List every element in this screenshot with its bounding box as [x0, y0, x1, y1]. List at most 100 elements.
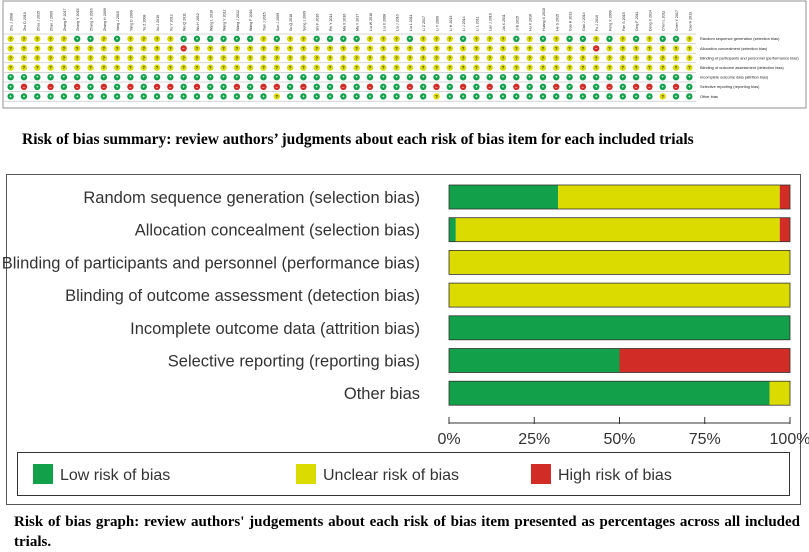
judgment-symbol: ?	[129, 56, 132, 61]
judgment-symbol: ?	[302, 36, 305, 41]
judgment-dot	[659, 83, 666, 91]
judgment-dot	[167, 64, 174, 71]
judgment-symbol: ?	[9, 36, 12, 41]
judgment-dot	[7, 83, 14, 91]
judgment-dot	[579, 45, 587, 52]
judgment-symbol: ?	[196, 46, 199, 51]
judgment-symbol: +	[662, 84, 665, 89]
judgment-dot	[20, 54, 28, 62]
judgment-symbol: ?	[661, 65, 664, 70]
category-label: Random sequence generation (selection bi…	[83, 189, 420, 207]
judgment-symbol: ?	[622, 56, 625, 61]
judgment-dot	[100, 83, 108, 91]
judgment-symbol: −	[236, 84, 239, 89]
judgment-symbol: +	[129, 94, 132, 99]
judgment-symbol: +	[89, 36, 92, 41]
judgment-dot	[233, 35, 241, 42]
judgment-symbol: −	[182, 46, 185, 51]
judgment-dot	[366, 93, 374, 100]
judgment-symbol: ?	[475, 56, 478, 61]
judgment-dot	[419, 35, 427, 42]
judgment-dot	[579, 83, 587, 91]
judgment-dot	[87, 83, 94, 91]
judgment-dot	[366, 35, 374, 42]
judgment-symbol: ?	[595, 36, 598, 41]
judgment-symbol: +	[103, 94, 106, 99]
judgment-dot	[220, 93, 227, 100]
study-label: Wang Y 2012	[223, 9, 227, 31]
judgment-dot	[592, 54, 600, 62]
judgment-dot	[20, 93, 28, 100]
judgment-dot	[193, 93, 201, 100]
judgment-symbol: ?	[49, 36, 52, 41]
judgment-symbol: ?	[555, 46, 558, 51]
judgment-symbol: ?	[395, 56, 398, 61]
judgment-dot	[153, 54, 161, 62]
judgment-symbol: ?	[515, 56, 518, 61]
judgment-dot	[260, 54, 267, 62]
judgment-symbol: ?	[249, 56, 252, 61]
judgment-symbol: ?	[182, 56, 185, 61]
judgment-dot	[34, 74, 41, 81]
study-label: Yang J 2015	[116, 11, 120, 31]
judgment-dot	[153, 74, 161, 81]
judgment-dot	[513, 45, 520, 52]
judgment-symbol: +	[595, 94, 598, 99]
judgment-dot	[406, 54, 414, 62]
judgment-dot	[153, 64, 161, 71]
judgment-symbol: ?	[302, 56, 305, 61]
judgment-symbol: +	[449, 84, 452, 89]
judgment-symbol: ?	[688, 56, 691, 61]
judgment-dot	[140, 93, 147, 100]
judgment-dot	[419, 45, 427, 52]
judgment-dot	[47, 74, 54, 81]
bar-outline	[448, 282, 791, 308]
judgment-symbol: ?	[103, 56, 106, 61]
judgment-dot	[260, 35, 267, 42]
judgment-symbol: ?	[276, 65, 279, 70]
judgment-dot	[113, 45, 121, 52]
judgment-dot	[486, 45, 493, 52]
judgment-symbol: ?	[315, 56, 318, 61]
judgment-dot	[73, 45, 81, 52]
judgment-symbol: ?	[502, 56, 505, 61]
judgment-symbol: −	[555, 84, 558, 89]
judgment-symbol: −	[369, 84, 372, 89]
judgment-dot	[153, 45, 161, 52]
judgment-dot	[393, 64, 400, 71]
judgment-dot	[380, 93, 387, 100]
judgment-dot	[539, 35, 547, 42]
judgment-symbol: ?	[555, 36, 558, 41]
judgment-dot	[592, 83, 600, 91]
judgment-symbol: +	[289, 94, 292, 99]
judgment-symbol: ?	[382, 65, 385, 70]
judgment-symbol: ?	[103, 36, 106, 41]
judgment-dot	[659, 54, 666, 62]
judgment-symbol: ?	[675, 56, 678, 61]
judgment-dot	[34, 54, 41, 62]
judgment-dot	[220, 54, 227, 62]
judgment-symbol: +	[688, 75, 691, 80]
study-label: Wu H 2012	[196, 13, 200, 31]
judgment-dot	[513, 35, 520, 42]
judgment-symbol: −	[76, 84, 79, 89]
judgment-symbol: +	[528, 84, 531, 89]
judgment-dot	[406, 35, 414, 42]
judgment-symbol: ?	[475, 46, 478, 51]
judgment-dot	[459, 83, 467, 91]
judgment-dot	[233, 83, 241, 91]
judgment-symbol: +	[169, 94, 172, 99]
study-label: He S 2015	[555, 14, 559, 31]
x-tick-label: 75%	[689, 431, 721, 448]
judgment-dot	[260, 93, 267, 100]
judgment-dot	[60, 35, 68, 42]
judgment-symbol: ?	[249, 46, 252, 51]
judgment-dot	[539, 74, 547, 81]
judgment-symbol: ?	[528, 36, 531, 41]
judgment-symbol: +	[342, 36, 345, 41]
judgment-symbol: +	[622, 84, 625, 89]
legend-swatch	[296, 464, 316, 484]
judgment-dot	[286, 74, 294, 81]
judgment-symbol: ?	[196, 65, 199, 70]
